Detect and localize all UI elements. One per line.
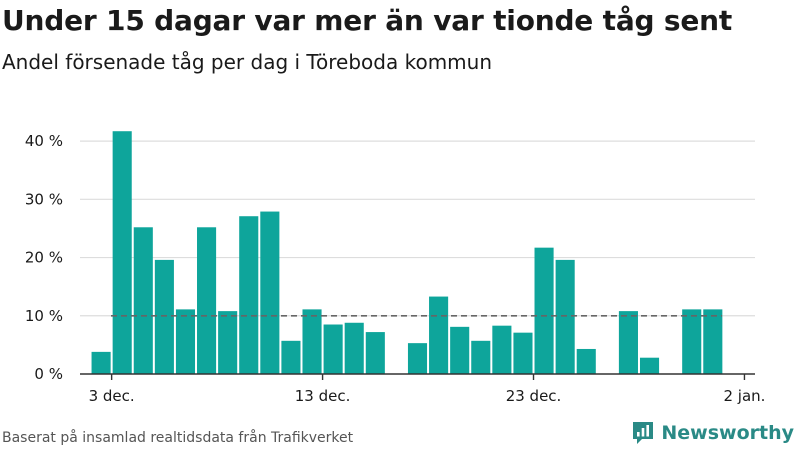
bar	[302, 309, 322, 374]
chart-subtitle: Andel försenade tåg per dag i Töreboda k…	[2, 50, 493, 74]
bar	[218, 311, 238, 374]
bar	[703, 309, 723, 374]
bar	[154, 259, 174, 374]
x-tick-label: 3 dec.	[89, 387, 135, 405]
bar	[450, 326, 470, 374]
bar	[175, 309, 196, 374]
gridlines	[80, 140, 755, 317]
y-tick-label: 30 %	[25, 190, 63, 208]
bar	[260, 211, 280, 374]
bar	[513, 332, 533, 374]
brand: Newsworthy	[631, 420, 794, 446]
bar	[471, 340, 491, 374]
bar	[576, 348, 596, 374]
chart-title: Under 15 dagar var mer än var tionde tåg…	[2, 4, 733, 37]
axes: 0 % 10 % 20 % 30 % 40 % 3 dec. 13 dec. 23 dec. 2…	[25, 132, 766, 405]
brand-name: Newsworthy	[661, 422, 794, 444]
bar	[534, 247, 554, 374]
bar	[281, 340, 301, 374]
bars	[91, 131, 723, 374]
y-tick-label: 10 %	[25, 307, 63, 325]
x-tick-label: 23 dec.	[506, 387, 562, 405]
bar	[239, 216, 259, 374]
bar	[407, 343, 428, 374]
bar	[365, 332, 385, 374]
bar	[555, 259, 575, 374]
newsworthy-logo-icon	[633, 422, 654, 444]
y-tick-label: 40 %	[25, 132, 63, 150]
bar	[323, 324, 343, 374]
source-note: Baserat på insamlad realtidsdata från Tr…	[2, 430, 354, 446]
bar	[91, 351, 111, 374]
x-tick-label: 13 dec.	[295, 387, 351, 405]
x-tick-label: 2 jan.	[723, 387, 765, 405]
bar	[344, 322, 364, 374]
bar	[197, 227, 217, 374]
y-tick-label: 0 %	[34, 365, 63, 383]
bar-chart: 0 % 10 % 20 % 30 % 40 % 3 dec. 13 dec. 23 dec. 2…	[25, 131, 766, 405]
bar	[639, 357, 660, 374]
bar	[133, 227, 153, 374]
y-tick-label: 20 %	[25, 249, 63, 267]
bar	[492, 325, 512, 374]
bar	[429, 296, 449, 374]
bar	[618, 311, 638, 374]
bar	[112, 131, 132, 374]
bar	[682, 309, 702, 374]
